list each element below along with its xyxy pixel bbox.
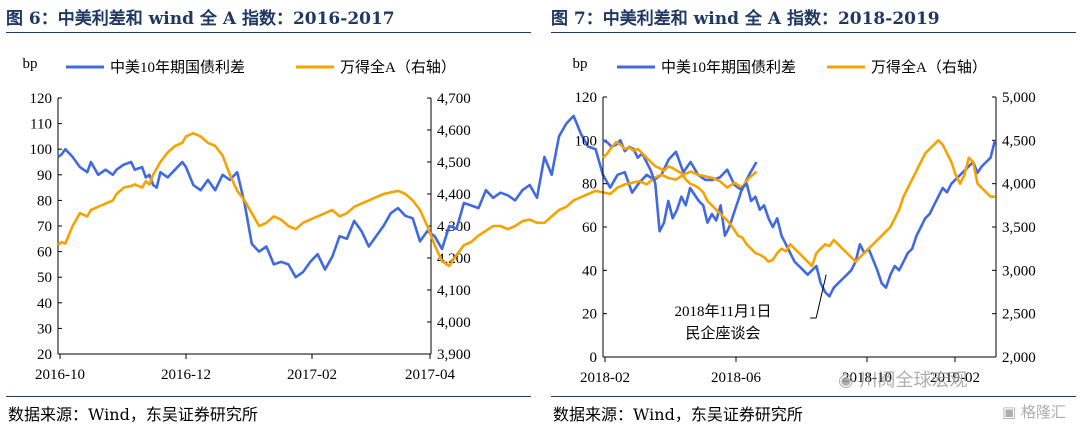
right-y-tick-label: 4,400 xyxy=(437,187,471,203)
x-tick-label: 2016-10 xyxy=(35,367,85,383)
x-tick-label: 2017-04 xyxy=(405,367,455,383)
x-tick-label: 2017-02 xyxy=(287,367,337,383)
left-y-tick-label: 90 xyxy=(37,168,52,184)
right-y-tick-label: 4,700 xyxy=(437,91,471,107)
y-unit-label: bp xyxy=(23,56,38,72)
x-tick-label: 2018-10 xyxy=(842,370,892,386)
figure-7-title-rule xyxy=(551,32,1076,33)
left-y-tick-label: 50 xyxy=(37,270,52,286)
legend-label: 万得全A（右轴） xyxy=(340,58,456,76)
figure-7-source-rule xyxy=(551,396,1076,397)
legend-label: 中美10年期国债利差 xyxy=(661,59,796,76)
figure-6-title: 图 6：中美利差和 wind 全 A 指数：2016-2017 xyxy=(6,9,395,29)
y-unit-label: bp xyxy=(573,56,588,72)
annotation-text: 2018年11月1日 xyxy=(675,303,772,320)
legend-label: 中美10年期国债利差 xyxy=(110,59,245,76)
x-tick-label: 2018-06 xyxy=(711,370,761,386)
left-y-tick-label: 110 xyxy=(30,117,52,133)
right-y-tick-label: 2,500 xyxy=(1002,307,1036,323)
annotation-leader xyxy=(815,274,827,319)
right-y-tick-label: 3,000 xyxy=(1002,263,1036,279)
gelonghui-watermark-text: 格隆汇 xyxy=(1020,403,1066,421)
right-y-tick-label: 3,900 xyxy=(437,347,471,363)
left-y-tick-label: 60 xyxy=(37,245,52,261)
series-line-wind-a xyxy=(602,139,995,268)
right-y-tick-label: 4,500 xyxy=(1002,133,1036,149)
wechat-icon: ◉ xyxy=(838,370,854,391)
chart-figure-7: 0 20 40 60 80 100 120 2,000 2,500 3,000 3,500 4,000… xyxy=(573,56,1036,386)
series-line-spread xyxy=(602,139,997,298)
right-y-tick-label: 4,000 xyxy=(1002,177,1036,193)
right-y-tick-label: 4,600 xyxy=(437,123,471,139)
figure-7-title: 图 7：中美利差和 wind 全 A 指数：2018-2019 xyxy=(551,9,940,29)
chart-figure-6: 20 30 40 50 60 70 80 90 100 110 120 3,900 4,000 4,100… xyxy=(23,56,758,383)
right-y-tick-label: 2,000 xyxy=(1002,350,1036,366)
figure-6-source: 数据来源：Wind，东吴证券研究所 xyxy=(8,405,258,424)
wechat-watermark-text: 川阅全球宏观 xyxy=(859,370,968,391)
left-y-tick-label: 70 xyxy=(37,219,52,235)
left-y-tick-label: 20 xyxy=(37,347,52,363)
left-y-tick-label: 100 xyxy=(30,142,53,158)
figure-6-title-rule xyxy=(6,32,531,33)
x-tick-label: 2016-12 xyxy=(161,367,211,383)
x-tick-label: 2018-02 xyxy=(580,370,630,386)
left-y-tick-label: 40 xyxy=(582,263,597,279)
left-y-tick-label: 30 xyxy=(37,321,52,337)
legend-label: 万得全A（右轴） xyxy=(871,58,987,76)
left-y-tick-label: 80 xyxy=(582,177,597,193)
left-y-tick-label: 120 xyxy=(575,90,598,106)
left-y-tick-label: 80 xyxy=(37,193,52,209)
left-y-tick-label: 120 xyxy=(30,91,53,107)
left-y-tick-label: 40 xyxy=(37,296,52,312)
series-line-spread xyxy=(57,114,758,279)
series-line-wind-a xyxy=(57,131,758,268)
figure-7-source: 数据来源：Wind，东吴证券研究所 xyxy=(553,405,803,424)
left-y-tick-label: 20 xyxy=(582,307,597,323)
left-y-tick-label: 60 xyxy=(582,220,597,236)
left-y-tick-label: 0 xyxy=(590,350,598,366)
gelonghui-watermark: ▣ 格隆汇 xyxy=(1002,401,1066,422)
right-y-tick-label: 5,000 xyxy=(1002,90,1036,106)
left-y-tick-label: 100 xyxy=(575,133,598,149)
gelonghui-icon: ▣ xyxy=(1002,403,1017,421)
right-y-tick-label: 4,100 xyxy=(437,283,471,299)
right-y-tick-label: 4,000 xyxy=(437,315,471,331)
right-y-tick-label: 4,500 xyxy=(437,155,471,171)
right-y-tick-label: 3,500 xyxy=(1002,220,1036,236)
x-tick-label: 2019-02 xyxy=(930,370,980,386)
wechat-watermark: ◉ 川阅全球宏观 xyxy=(838,366,967,392)
annotation-text: 民企座谈会 xyxy=(685,324,760,342)
figure-6-source-rule xyxy=(6,396,531,397)
